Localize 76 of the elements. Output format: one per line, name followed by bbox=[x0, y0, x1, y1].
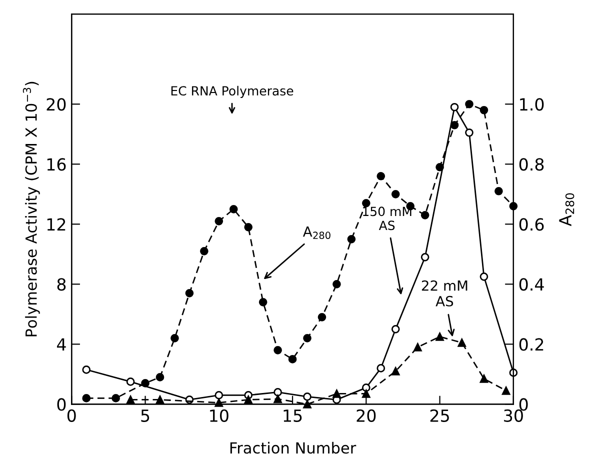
point bbox=[480, 272, 488, 281]
point bbox=[112, 394, 120, 402]
point bbox=[244, 396, 253, 404]
point bbox=[170, 334, 179, 342]
x-axis-title: Fraction Number bbox=[230, 442, 356, 454]
point bbox=[303, 334, 312, 342]
point bbox=[391, 190, 400, 198]
point bbox=[458, 338, 466, 347]
point bbox=[156, 396, 164, 404]
point bbox=[156, 373, 164, 382]
point bbox=[214, 216, 224, 226]
point bbox=[303, 392, 312, 401]
y2-tick-label: 0.2 bbox=[519, 338, 544, 351]
point bbox=[436, 162, 444, 172]
y2-tick-label: 1.0 bbox=[520, 98, 544, 111]
y-tick-label: 20 bbox=[46, 98, 66, 111]
y2-tick-label: 0 bbox=[519, 398, 528, 411]
point bbox=[465, 100, 474, 108]
point bbox=[450, 120, 459, 130]
y2-axis-title: A$_{280}$ bbox=[559, 193, 574, 226]
x-tick-label: 15 bbox=[284, 410, 302, 422]
point bbox=[362, 198, 370, 208]
point bbox=[347, 234, 356, 244]
y-tick-label: 12 bbox=[47, 218, 66, 230]
x-tick-label: 10 bbox=[210, 409, 228, 422]
point bbox=[420, 210, 430, 220]
point bbox=[391, 367, 400, 376]
annotation: A$_{280}$ bbox=[302, 226, 330, 240]
point bbox=[126, 396, 135, 404]
x-tick-label: 0 bbox=[67, 409, 76, 422]
point bbox=[502, 386, 510, 395]
point bbox=[376, 172, 386, 180]
point bbox=[414, 343, 422, 352]
y2-tick-label: 0.6 bbox=[519, 218, 544, 231]
point bbox=[82, 394, 91, 402]
y2-tick-label: 0.8 bbox=[519, 158, 544, 171]
x-tick-label: 5 bbox=[141, 410, 150, 422]
point bbox=[258, 298, 268, 306]
y-axis-title: Polymerase Activity (CPM X 10$^{−3}$) bbox=[22, 82, 40, 336]
annotation: 22 mM AS bbox=[422, 280, 468, 306]
point bbox=[376, 364, 386, 372]
point bbox=[318, 313, 326, 322]
point bbox=[450, 102, 459, 112]
point bbox=[274, 346, 282, 354]
point bbox=[494, 186, 503, 196]
x-tick-label: 25 bbox=[430, 409, 449, 422]
point bbox=[362, 390, 370, 398]
y2-tick-label: 0.4 bbox=[519, 278, 544, 291]
point bbox=[332, 390, 341, 398]
point bbox=[274, 394, 282, 404]
point bbox=[362, 384, 370, 392]
point bbox=[200, 246, 208, 256]
point bbox=[480, 106, 488, 114]
y-tick-label: 4 bbox=[56, 338, 66, 351]
point bbox=[141, 379, 150, 388]
annotation: EC RNA Polymerase bbox=[171, 86, 294, 98]
point bbox=[465, 128, 474, 137]
point bbox=[214, 391, 224, 400]
y-tick-label: 0 bbox=[57, 398, 66, 411]
point bbox=[185, 289, 194, 298]
point bbox=[391, 325, 400, 334]
point bbox=[126, 378, 135, 386]
point bbox=[82, 366, 91, 374]
point bbox=[332, 280, 341, 288]
x-tick-label: 30 bbox=[504, 409, 523, 422]
y-tick-label: 8 bbox=[57, 278, 66, 291]
point bbox=[229, 204, 238, 214]
point bbox=[288, 355, 297, 364]
x-tick-label: 20 bbox=[356, 409, 376, 422]
point bbox=[420, 252, 430, 262]
point bbox=[244, 222, 253, 232]
point bbox=[274, 388, 282, 396]
point bbox=[480, 374, 488, 383]
point bbox=[436, 332, 444, 341]
point bbox=[303, 400, 312, 408]
y-tick-label: 16 bbox=[47, 158, 66, 171]
